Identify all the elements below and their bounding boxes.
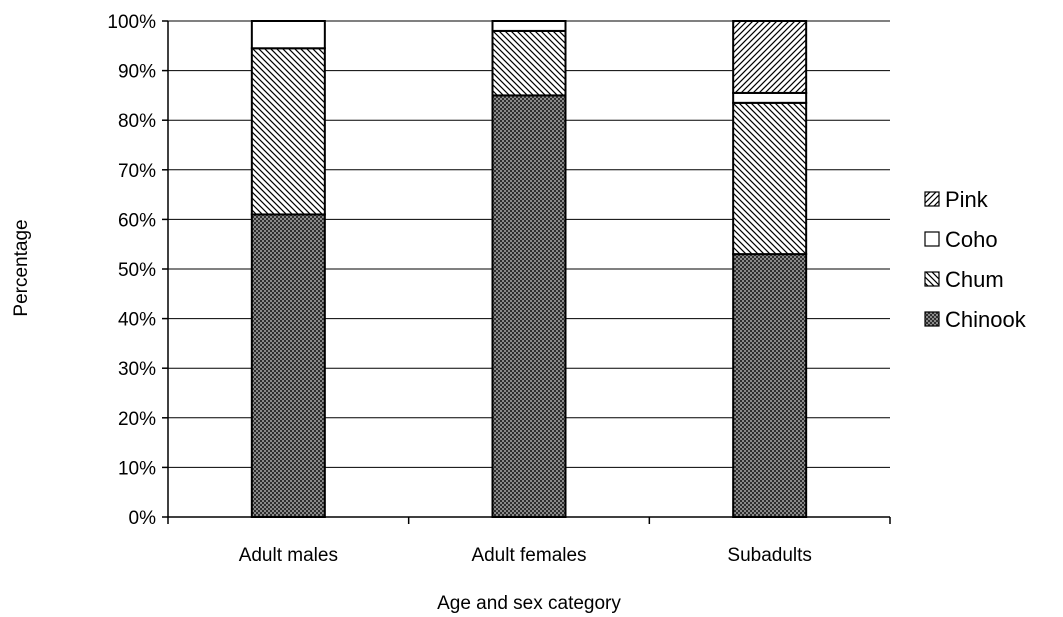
legend: Pink Coho Chum Chinook bbox=[924, 187, 1027, 332]
legend-swatch bbox=[924, 271, 940, 287]
axes bbox=[162, 20, 891, 524]
y-tick-labels: 0% 10% 20% 30% 40% 50% 60% 70% 80% 90% 100% bbox=[107, 12, 156, 529]
legend-label: Pink bbox=[945, 187, 989, 212]
bar-chinook-1 bbox=[250, 213, 326, 518]
bar-coho-2 bbox=[491, 20, 567, 32]
y-tick-label: 100% bbox=[107, 12, 156, 33]
y-axis-label: Percentage bbox=[11, 219, 32, 316]
x-tick-labels: Adult males Adult females Subadults bbox=[239, 545, 812, 566]
legend-item-pink: Pink bbox=[924, 187, 989, 212]
bar-coho-1 bbox=[250, 20, 326, 50]
legend-item-coho: Coho bbox=[924, 227, 998, 252]
x-tick-label: Adult males bbox=[239, 545, 338, 566]
y-tick-label: 10% bbox=[118, 458, 156, 479]
y-tick-label: 70% bbox=[118, 161, 156, 182]
y-tick-label: 40% bbox=[118, 310, 156, 331]
y-tick-label: 50% bbox=[118, 260, 156, 281]
y-tick-label: 80% bbox=[118, 111, 156, 132]
x-axis-label: Age and sex category bbox=[437, 593, 621, 614]
bar-pink-3 bbox=[732, 20, 808, 94]
bars bbox=[250, 20, 808, 519]
bar-chinook-3 bbox=[732, 253, 808, 518]
bar-chum-2 bbox=[491, 29, 567, 97]
legend-item-chum: Chum bbox=[924, 267, 1004, 292]
legend-label: Chum bbox=[945, 267, 1004, 292]
legend-swatch bbox=[924, 191, 940, 207]
y-tick-label: 90% bbox=[118, 62, 156, 83]
legend-item-chinook: Chinook bbox=[924, 307, 1027, 332]
y-tick-label: 30% bbox=[118, 359, 156, 380]
legend-swatch bbox=[924, 231, 940, 247]
bar-chinook-2 bbox=[491, 94, 567, 519]
y-tick-label: 60% bbox=[118, 210, 156, 231]
y-tick-label: 20% bbox=[118, 409, 156, 430]
bar-chum-3 bbox=[732, 101, 808, 256]
legend-swatch bbox=[924, 311, 940, 327]
bar-coho-3 bbox=[732, 91, 808, 104]
bar-chum-1 bbox=[250, 47, 326, 216]
x-tick-label: Subadults bbox=[727, 545, 812, 566]
x-tick-label: Adult females bbox=[471, 545, 586, 566]
legend-label: Coho bbox=[945, 227, 998, 252]
legend-label: Chinook bbox=[945, 307, 1027, 332]
y-tick-label: 0% bbox=[129, 508, 157, 529]
